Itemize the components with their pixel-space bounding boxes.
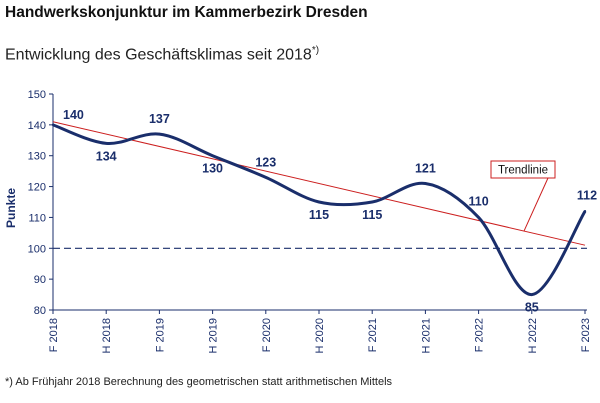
y-tick-label: 100 bbox=[28, 243, 46, 255]
chart-footnote: *) Ab Frühjahr 2018 Berechnung des geome… bbox=[5, 376, 393, 388]
trendline-callout-box bbox=[490, 160, 556, 179]
data-label: 123 bbox=[255, 155, 276, 169]
data-point bbox=[424, 182, 427, 185]
x-tick-label: F 2019 bbox=[154, 318, 166, 352]
data-point bbox=[211, 154, 214, 157]
y-tick-label: 120 bbox=[28, 182, 46, 194]
data-point bbox=[477, 216, 480, 219]
x-tick-label: H 2020 bbox=[314, 318, 326, 353]
data-label: 140 bbox=[63, 108, 84, 122]
trendline bbox=[52, 121, 586, 246]
data-label: 115 bbox=[362, 208, 382, 222]
footnote-marker: *) bbox=[311, 45, 320, 56]
data-label: 110 bbox=[469, 194, 489, 208]
data-label: 137 bbox=[149, 112, 170, 126]
data-point bbox=[105, 142, 108, 145]
data-label: 85 bbox=[525, 301, 539, 315]
x-tick-label: F 2022 bbox=[474, 318, 486, 352]
chart-subtitle: Entwicklung des Geschäftsklimas seit 201… bbox=[5, 45, 319, 64]
data-point bbox=[317, 200, 321, 204]
data-point bbox=[530, 293, 533, 296]
data-point bbox=[51, 123, 55, 127]
data-point bbox=[583, 210, 587, 213]
x-tick-label: F 2018 bbox=[48, 318, 60, 352]
y-tick-label: 110 bbox=[28, 212, 46, 224]
data-point bbox=[264, 176, 267, 179]
data-point bbox=[158, 132, 161, 136]
x-tick-label: F 2023 bbox=[580, 318, 592, 352]
y-tick-label: 130 bbox=[28, 151, 46, 163]
series-line-geschaeftsklima bbox=[52, 123, 587, 297]
x-tick-label: H 2022 bbox=[527, 318, 539, 353]
trendline-label: Trendlinie bbox=[498, 165, 548, 177]
y-axis-title: Punkte bbox=[4, 188, 18, 228]
y-tick-label: 80 bbox=[34, 305, 46, 317]
chart-title: Handwerkskonjunktur im Kammerbezirk Dres… bbox=[5, 4, 368, 21]
data-label: 121 bbox=[415, 161, 436, 175]
y-tick-label: 150 bbox=[28, 89, 46, 101]
data-label: 134 bbox=[96, 149, 117, 163]
data-label: 130 bbox=[202, 162, 223, 176]
x-tick-label: H 2018 bbox=[101, 318, 113, 353]
data-label: 112 bbox=[577, 188, 597, 202]
data-point bbox=[371, 200, 374, 204]
y-tick-label: 90 bbox=[34, 274, 46, 286]
trendline-callout-pointer bbox=[523, 177, 549, 232]
x-tick-label: H 2019 bbox=[208, 318, 220, 353]
y-tick-label: 140 bbox=[28, 120, 46, 132]
x-tick-label: F 2021 bbox=[367, 318, 379, 352]
data-label: 115 bbox=[309, 208, 329, 222]
subtitle-text: Entwicklung des Geschäftsklimas seit 201… bbox=[5, 46, 312, 64]
x-tick-label: H 2021 bbox=[420, 318, 432, 353]
x-tick-label: F 2020 bbox=[261, 318, 273, 352]
